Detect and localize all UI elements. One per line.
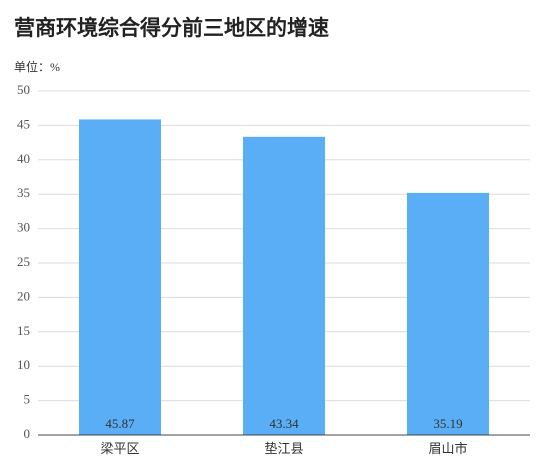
value-label: 43.34 — [269, 416, 299, 431]
y-tick-label: 15 — [17, 323, 30, 338]
x-tick-label: 垫江县 — [264, 441, 303, 456]
y-tick-label: 20 — [17, 288, 30, 303]
x-tick-label: 梁平区 — [100, 441, 139, 456]
value-label: 45.87 — [105, 416, 135, 431]
y-tick-label: 30 — [17, 220, 30, 235]
bar — [79, 119, 161, 435]
bar — [243, 136, 325, 435]
y-tick-label: 45 — [17, 116, 30, 131]
y-tick-label: 25 — [17, 254, 30, 269]
y-tick-label: 0 — [24, 426, 31, 441]
y-tick-label: 50 — [17, 82, 30, 97]
x-tick-label: 眉山市 — [428, 441, 467, 456]
value-label: 35.19 — [433, 416, 462, 431]
y-tick-label: 40 — [17, 151, 30, 166]
y-tick-label: 5 — [24, 392, 31, 407]
y-tick-label: 10 — [17, 357, 30, 372]
chart-title: 营商环境综合得分前三地区的增速 — [14, 16, 329, 40]
unit-label: 单位：% — [14, 59, 60, 74]
y-tick-label: 35 — [17, 185, 30, 200]
bar — [407, 192, 489, 435]
